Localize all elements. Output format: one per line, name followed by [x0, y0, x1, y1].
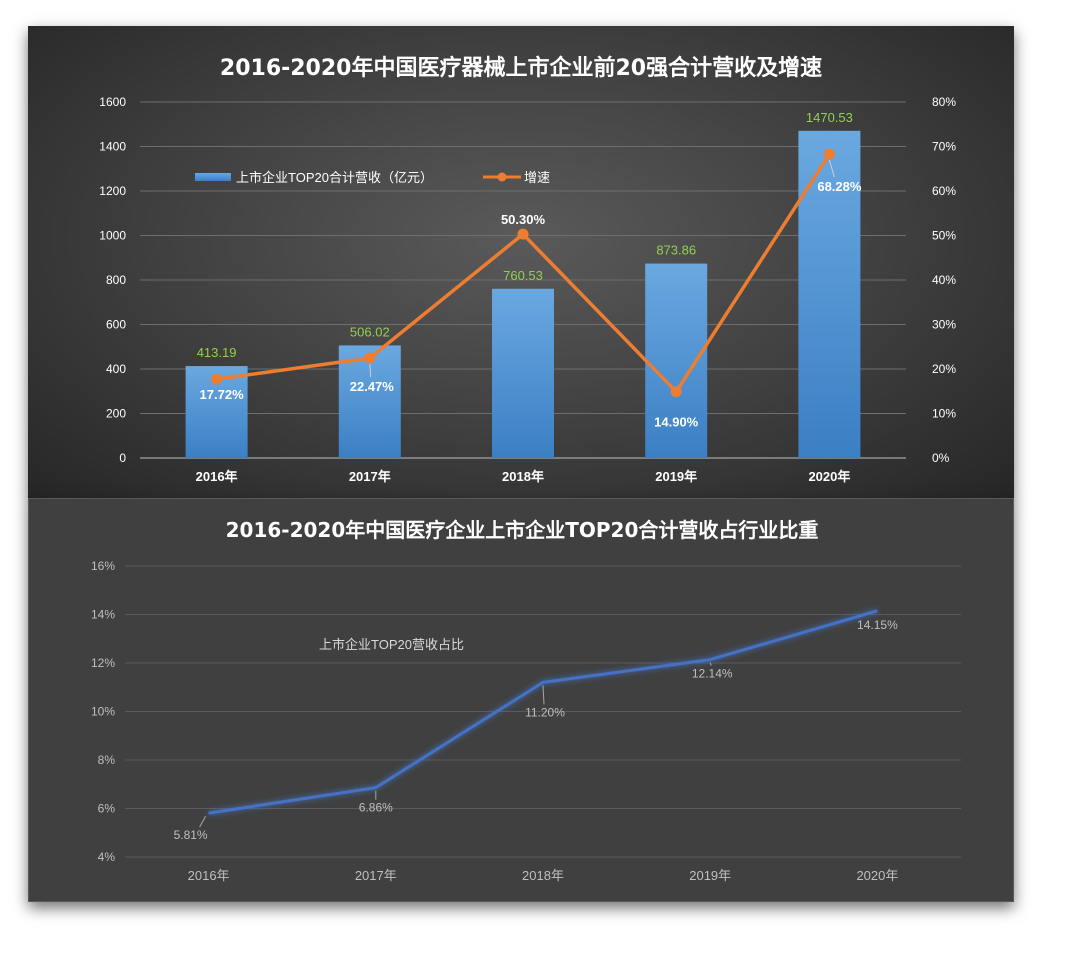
chart1-yleft-tick: 200: [106, 407, 126, 421]
chart1-category-label: 2017年: [349, 469, 391, 484]
revenue-growth-chart: 2016-2020年中国医疗器械上市企业前20强合计营收及增速 0 200 400 6…: [99, 55, 956, 484]
share-label: 11.20%: [525, 705, 565, 719]
chart1-yleft-tick: 1200: [99, 184, 126, 198]
chart1-yright-tick: 40%: [932, 273, 956, 287]
growth-label: 17.72%: [200, 387, 245, 402]
chart2-category-label: 2020年: [856, 868, 898, 883]
chart2-legend: 上市企业TOP20营收占比: [283, 637, 464, 652]
share-label-leader: [199, 815, 207, 828]
chart2-y-tick: 10%: [91, 705, 115, 719]
revenue-bar-label: 506.02: [350, 324, 390, 339]
chart1-yright-tick: 50%: [932, 229, 956, 243]
share-label: 14.15%: [857, 618, 898, 632]
chart1-yleft-tick: 800: [106, 273, 126, 287]
legend-bar-swatch: [195, 173, 231, 181]
share-label: 12.14%: [692, 667, 733, 681]
share-line: [208, 609, 878, 815]
chart1-yleft-tick: 600: [106, 318, 126, 332]
chart1-yleft-tick: 1600: [99, 95, 126, 109]
chart1-yright-tick: 60%: [932, 184, 956, 198]
share-label-leader: [542, 685, 545, 705]
chart1-legend: 上市企业TOP20合计营收（亿元） 增速: [195, 170, 550, 185]
legend-line-label: 增速: [524, 170, 550, 185]
growth-point: [823, 148, 835, 160]
legend-share-label: 上市企业TOP20营收占比: [319, 637, 464, 652]
growth-label: 50.30%: [501, 212, 546, 227]
chart1-category-label: 2019年: [655, 469, 697, 484]
growth-label: 14.90%: [654, 415, 699, 430]
chart1-yleft-tick: 1400: [99, 140, 126, 154]
chart1-yright-tick: 80%: [932, 95, 956, 109]
chart1-yleft-tick: 0: [119, 451, 126, 465]
revenue-bar: [492, 288, 554, 458]
chart2-category-label: 2016年: [188, 868, 230, 883]
chart2-y-tick: 8%: [98, 753, 116, 767]
chart1-yright-tick: 0%: [932, 451, 950, 465]
revenue-bar-label: 413.19: [197, 345, 237, 360]
revenue-bar-label: 1470.53: [806, 110, 853, 125]
legend-bar-label: 上市企业TOP20合计营收（亿元）: [236, 170, 433, 185]
chart1-category-label: 2018年: [502, 469, 544, 484]
revenue-bar-label: 760.53: [503, 268, 543, 283]
share-label-leader: [709, 662, 712, 666]
chart1-yleft-tick: 1000: [99, 229, 126, 243]
chart2-y-tick: 12%: [91, 656, 115, 670]
share-label: 6.86%: [359, 801, 393, 815]
share-chart: 2016-2020年中国医疗企业上市企业TOP20合计营收占行业比重 4% 6% 8…: [91, 518, 961, 883]
chart1-yright-tick: 20%: [932, 362, 956, 376]
chart1-yright-tick: 10%: [932, 407, 956, 421]
growth-point: [364, 352, 376, 364]
chart2-category-label: 2019年: [689, 868, 731, 883]
revenue-bar-label: 873.86: [656, 243, 696, 258]
growth-point: [517, 228, 529, 240]
legend-line-marker: [497, 172, 507, 182]
chart1-title: 2016-2020年中国医疗器械上市企业前20强合计营收及增速: [220, 55, 822, 81]
chart1-yleft-tick: 400: [106, 362, 126, 376]
chart2-title: 2016-2020年中国医疗企业上市企业TOP20合计营收占行业比重: [226, 518, 819, 542]
chart2-y-tick: 14%: [91, 608, 115, 622]
growth-label-leader: [828, 160, 835, 178]
chart1-category-label: 2020年: [808, 469, 850, 484]
growth-label: 68.28%: [817, 179, 862, 194]
share-chart-panel: 2016-2020年中国医疗企业上市企业TOP20合计营收占行业比重 4% 6% 8…: [28, 498, 1014, 902]
growth-label-leader: [369, 363, 372, 378]
chart2-y-tick: 6%: [98, 802, 116, 816]
chart2-category-label: 2017年: [355, 868, 397, 883]
chart1-category-label: 2016年: [196, 469, 238, 484]
chart2-y-tick: 16%: [91, 559, 115, 573]
share-label: 5.81%: [174, 828, 208, 842]
chart1-yright-tick: 30%: [932, 318, 956, 332]
growth-point: [670, 386, 682, 398]
growth-label: 22.47%: [350, 379, 395, 394]
revenue-growth-chart-panel: 2016-2020年中国医疗器械上市企业前20强合计营收及增速 0 200 400 6…: [28, 26, 1014, 498]
chart2-y-tick: 4%: [98, 850, 116, 864]
chart1-yright-tick: 70%: [932, 140, 956, 154]
chart2-category-label: 2018年: [522, 868, 564, 883]
growth-point: [211, 373, 223, 385]
